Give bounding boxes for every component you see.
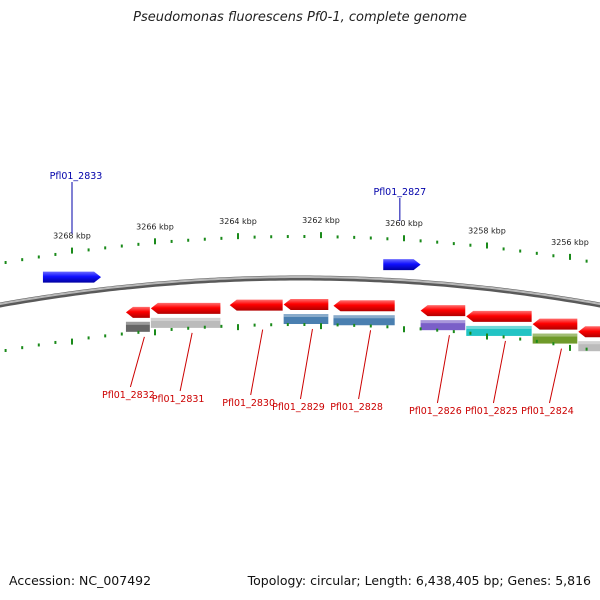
reverse-gene-arrow[interactable] — [333, 300, 395, 312]
cog-bar-highlight — [420, 320, 466, 324]
reverse-gene-label[interactable]: Pfl01_2825 — [465, 406, 518, 417]
cog-bar-highlight — [125, 321, 150, 325]
reverse-gene-label[interactable]: Pfl01_2826 — [409, 406, 462, 417]
gene-label-leader — [250, 329, 264, 396]
reverse-gene-arrow[interactable] — [466, 310, 532, 322]
gene-label-leader — [548, 348, 562, 404]
reverse-strand-genes[interactable] — [0, 299, 600, 340]
kbp-label: 3258 kbp — [468, 226, 506, 235]
cog-bar-highlight — [578, 341, 600, 345]
reverse-gene-label[interactable]: Pfl01_2831 — [152, 394, 205, 405]
cog-bar — [125, 321, 150, 332]
gene-label-leader — [129, 336, 145, 388]
reverse-gene-arrow[interactable] — [125, 306, 150, 318]
cog-bar-highlight — [333, 315, 395, 319]
gene-label-leader — [436, 335, 450, 404]
genome-summary-text: Topology: circular; Length: 6,438,405 bp… — [247, 573, 591, 588]
reverse-gene-arrow[interactable] — [578, 326, 600, 338]
reverse-gene-arrow[interactable] — [229, 299, 283, 311]
kbp-label: 3262 kbp — [302, 216, 340, 225]
backbone-line — [0, 276, 600, 306]
forward-gene-arrow[interactable] — [42, 271, 102, 283]
forward-gene-label[interactable]: Pfl01_2827 — [373, 187, 426, 198]
reverse-gene-arrow[interactable] — [532, 318, 578, 330]
cog-bar-highlight — [283, 314, 329, 318]
cog-bar — [283, 314, 329, 325]
kbp-label: 3260 kbp — [385, 219, 423, 228]
inner-tick-marks — [4, 323, 588, 353]
reverse-gene-arrow[interactable] — [420, 305, 466, 317]
forward-strand-genes[interactable] — [42, 259, 421, 283]
cog-category-bars — [125, 314, 600, 352]
reverse-gene-label[interactable]: Pfl01_2828 — [330, 402, 383, 413]
gene-labels: Pfl01_2833 Pfl01_2827 Pfl01_2832Pfl01_2831… — [50, 171, 574, 417]
cog-bar — [150, 317, 221, 328]
cog-bar — [466, 325, 532, 336]
gene-label-leader — [299, 328, 313, 400]
accession-text: Accession: NC_007492 — [9, 573, 152, 588]
gene-label-leader — [179, 332, 193, 392]
genome-title: Pseudomonas fluorescens Pf0-1, complete … — [133, 10, 467, 25]
kbp-scale-labels: 3268 kbp 3266 kbp 3264 kbp 3262 kbp 3260 kbp… — [53, 216, 589, 247]
reverse-gene-label[interactable]: Pfl01_2829 — [272, 402, 325, 413]
gene-label-leader — [358, 330, 372, 400]
kbp-label: 3256 kbp — [551, 238, 589, 247]
reverse-gene-arrow[interactable] — [150, 302, 221, 314]
gene-label-leader — [492, 340, 506, 404]
cog-bar-highlight — [466, 325, 532, 329]
cog-bar — [578, 341, 600, 352]
reverse-gene-label[interactable]: Pfl01_2832 — [102, 390, 155, 401]
forward-gene-arrow[interactable] — [383, 259, 421, 271]
cog-bar-highlight — [532, 333, 578, 337]
cog-bar — [420, 320, 466, 331]
cog-bar — [532, 333, 578, 344]
forward-gene-label[interactable]: Pfl01_2833 — [50, 171, 103, 182]
kbp-label: 3266 kbp — [136, 222, 174, 231]
cog-bar-highlight — [150, 317, 221, 321]
reverse-gene-label[interactable]: Pfl01_2830 — [222, 398, 275, 409]
cog-bar — [333, 315, 395, 326]
kbp-label: 3264 kbp — [219, 217, 257, 226]
outer-tick-marks — [4, 232, 588, 265]
genome-backbone — [0, 275, 600, 308]
reverse-gene-label[interactable]: Pfl01_2824 — [521, 406, 574, 417]
kbp-label: 3268 kbp — [53, 232, 91, 241]
reverse-gene-arrow[interactable] — [283, 299, 329, 311]
